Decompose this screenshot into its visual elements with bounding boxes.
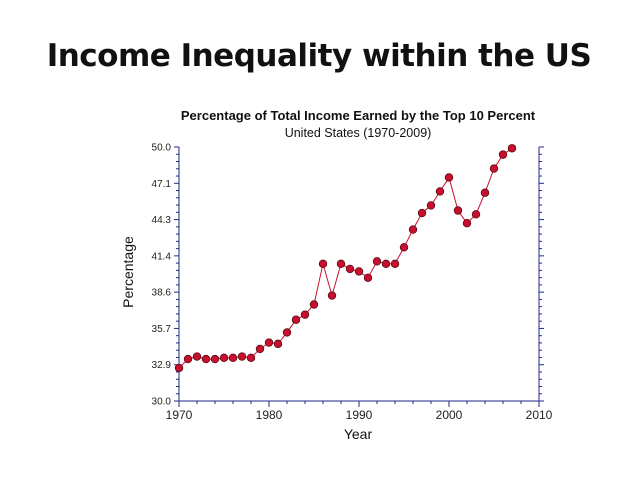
data-point — [219, 353, 229, 363]
data-point — [381, 259, 391, 269]
data-point — [228, 353, 238, 363]
x-axis-label: Year — [344, 426, 373, 442]
data-point — [408, 225, 418, 234]
data-point — [210, 354, 220, 364]
data-point — [309, 300, 319, 309]
data-point — [174, 363, 184, 373]
data-point — [201, 354, 211, 364]
data-point — [498, 150, 508, 159]
data-point — [399, 243, 409, 252]
data-point — [273, 339, 283, 349]
chart-subtitle: United States (1970-2009) — [285, 126, 432, 140]
y-tick-label: 50.0 — [152, 143, 172, 154]
y-tick-label: 41.4 — [152, 251, 172, 262]
series-line — [178, 147, 513, 369]
data-point — [426, 201, 436, 210]
chart-title: Percentage of Total Income Earned by the… — [181, 108, 536, 123]
data-point — [282, 328, 292, 337]
data-point — [372, 257, 382, 266]
data-point — [471, 210, 481, 219]
y-tick-label: 30.0 — [152, 397, 172, 408]
data-point — [354, 267, 364, 276]
data-point — [462, 218, 472, 228]
y-tick-label: 47.1 — [152, 179, 172, 190]
data-point — [246, 353, 256, 363]
x-tick-label: 2000 — [436, 408, 463, 422]
data-point — [480, 188, 490, 197]
x-tick-label: 1990 — [346, 408, 373, 422]
data-point — [390, 259, 400, 269]
x-tick-label: 2010 — [526, 408, 553, 422]
data-point — [345, 264, 355, 274]
data-point — [264, 338, 274, 347]
y-tick-label: 32.9 — [152, 360, 172, 371]
data-point — [435, 187, 445, 196]
data-point — [327, 291, 337, 300]
data-point — [417, 208, 427, 218]
data-point — [507, 144, 517, 153]
y-tick-label: 35.7 — [152, 324, 172, 335]
y-axis-label: Percentage — [120, 236, 136, 308]
data-point — [291, 315, 301, 324]
y-tick-label: 44.3 — [152, 215, 172, 226]
data-point — [363, 273, 373, 283]
x-tick-label: 1970 — [166, 408, 193, 422]
data-point — [444, 173, 454, 182]
y-tick-label: 38.6 — [152, 288, 172, 299]
data-point — [183, 354, 193, 364]
x-tick-label: 1980 — [256, 408, 283, 422]
data-point — [318, 259, 328, 269]
data-point — [192, 352, 202, 361]
slide-title: Income Inequality within the US — [46, 38, 592, 74]
data-point — [255, 344, 265, 354]
data-point — [300, 310, 310, 319]
data-point — [453, 206, 463, 215]
data-point — [237, 352, 247, 361]
data-point — [489, 164, 499, 173]
data-point — [336, 259, 346, 269]
